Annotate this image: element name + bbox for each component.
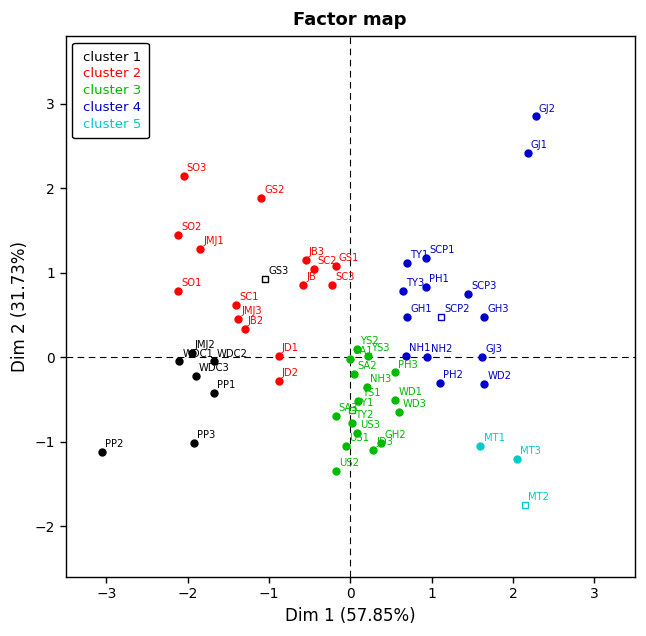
Text: SA2: SA2 <box>357 361 377 371</box>
Text: NH2: NH2 <box>431 344 452 354</box>
Text: JMJ3: JMJ3 <box>241 307 262 316</box>
Text: SCP1: SCP1 <box>429 245 455 256</box>
Text: GJ3: GJ3 <box>485 344 502 354</box>
Text: PH3: PH3 <box>398 359 418 370</box>
Text: TY3: TY3 <box>406 279 424 288</box>
Text: SCP3: SCP3 <box>472 281 497 291</box>
Text: JB3: JB3 <box>309 247 325 257</box>
Text: SO1: SO1 <box>181 279 202 288</box>
Text: YS3: YS3 <box>371 343 390 352</box>
Text: JB2: JB2 <box>248 317 264 326</box>
Text: PP2: PP2 <box>105 439 124 449</box>
Text: SC1: SC1 <box>240 292 259 302</box>
Text: PH1: PH1 <box>429 274 449 284</box>
Text: JMJ1: JMJ1 <box>203 236 224 246</box>
Text: GH2: GH2 <box>384 431 406 441</box>
Text: GJ2: GJ2 <box>539 104 556 113</box>
Text: TY2: TY2 <box>355 410 373 420</box>
Text: SO3: SO3 <box>187 163 207 172</box>
Text: WDC2: WDC2 <box>217 349 247 359</box>
Text: PP1: PP1 <box>217 380 235 390</box>
Text: GJ1: GJ1 <box>531 140 548 150</box>
Text: US1: US1 <box>349 433 370 443</box>
Text: GS3: GS3 <box>268 266 288 276</box>
Text: TY1: TY1 <box>355 398 373 408</box>
Text: JD1: JD1 <box>282 343 299 352</box>
Text: GS2: GS2 <box>264 186 284 195</box>
Text: GH1: GH1 <box>410 304 432 314</box>
Text: YS2: YS2 <box>360 336 379 346</box>
Text: MT1: MT1 <box>484 433 505 443</box>
Text: WD2: WD2 <box>488 371 512 382</box>
Text: US3: US3 <box>360 420 380 431</box>
Text: SA1: SA1 <box>353 346 373 356</box>
Text: YS1: YS1 <box>362 388 380 398</box>
Legend: cluster 1, cluster 2, cluster 3, cluster 4, cluster 5: cluster 1, cluster 2, cluster 3, cluster… <box>72 43 149 139</box>
Text: TY1: TY1 <box>410 250 429 259</box>
Text: US2: US2 <box>339 459 359 468</box>
Text: JMJ2: JMJ2 <box>195 340 216 350</box>
X-axis label: Dim 1 (57.85%): Dim 1 (57.85%) <box>285 607 415 625</box>
Text: WDC1: WDC1 <box>183 349 214 359</box>
Text: WD3: WD3 <box>402 399 426 409</box>
Text: SCP2: SCP2 <box>444 304 470 314</box>
Text: PP3: PP3 <box>197 431 216 441</box>
Text: JB: JB <box>306 272 316 282</box>
Text: PH2: PH2 <box>443 370 463 380</box>
Y-axis label: Dim 2 (31.73%): Dim 2 (31.73%) <box>11 241 29 372</box>
Text: SA3: SA3 <box>339 403 359 413</box>
Title: Factor map: Factor map <box>293 11 407 29</box>
Text: WDC3: WDC3 <box>199 363 230 373</box>
Text: NH3: NH3 <box>370 374 391 384</box>
Text: MT2: MT2 <box>528 492 549 502</box>
Text: JD2: JD2 <box>282 368 299 378</box>
Text: SO2: SO2 <box>181 222 202 232</box>
Text: NH1: NH1 <box>409 343 430 352</box>
Text: GS1: GS1 <box>339 253 359 263</box>
Text: GH3: GH3 <box>488 304 509 314</box>
Text: MT3: MT3 <box>520 446 541 455</box>
Text: JD3: JD3 <box>376 437 393 447</box>
Text: WD1: WD1 <box>398 387 422 396</box>
Text: SC3: SC3 <box>335 272 355 282</box>
Text: SC2: SC2 <box>317 256 337 266</box>
